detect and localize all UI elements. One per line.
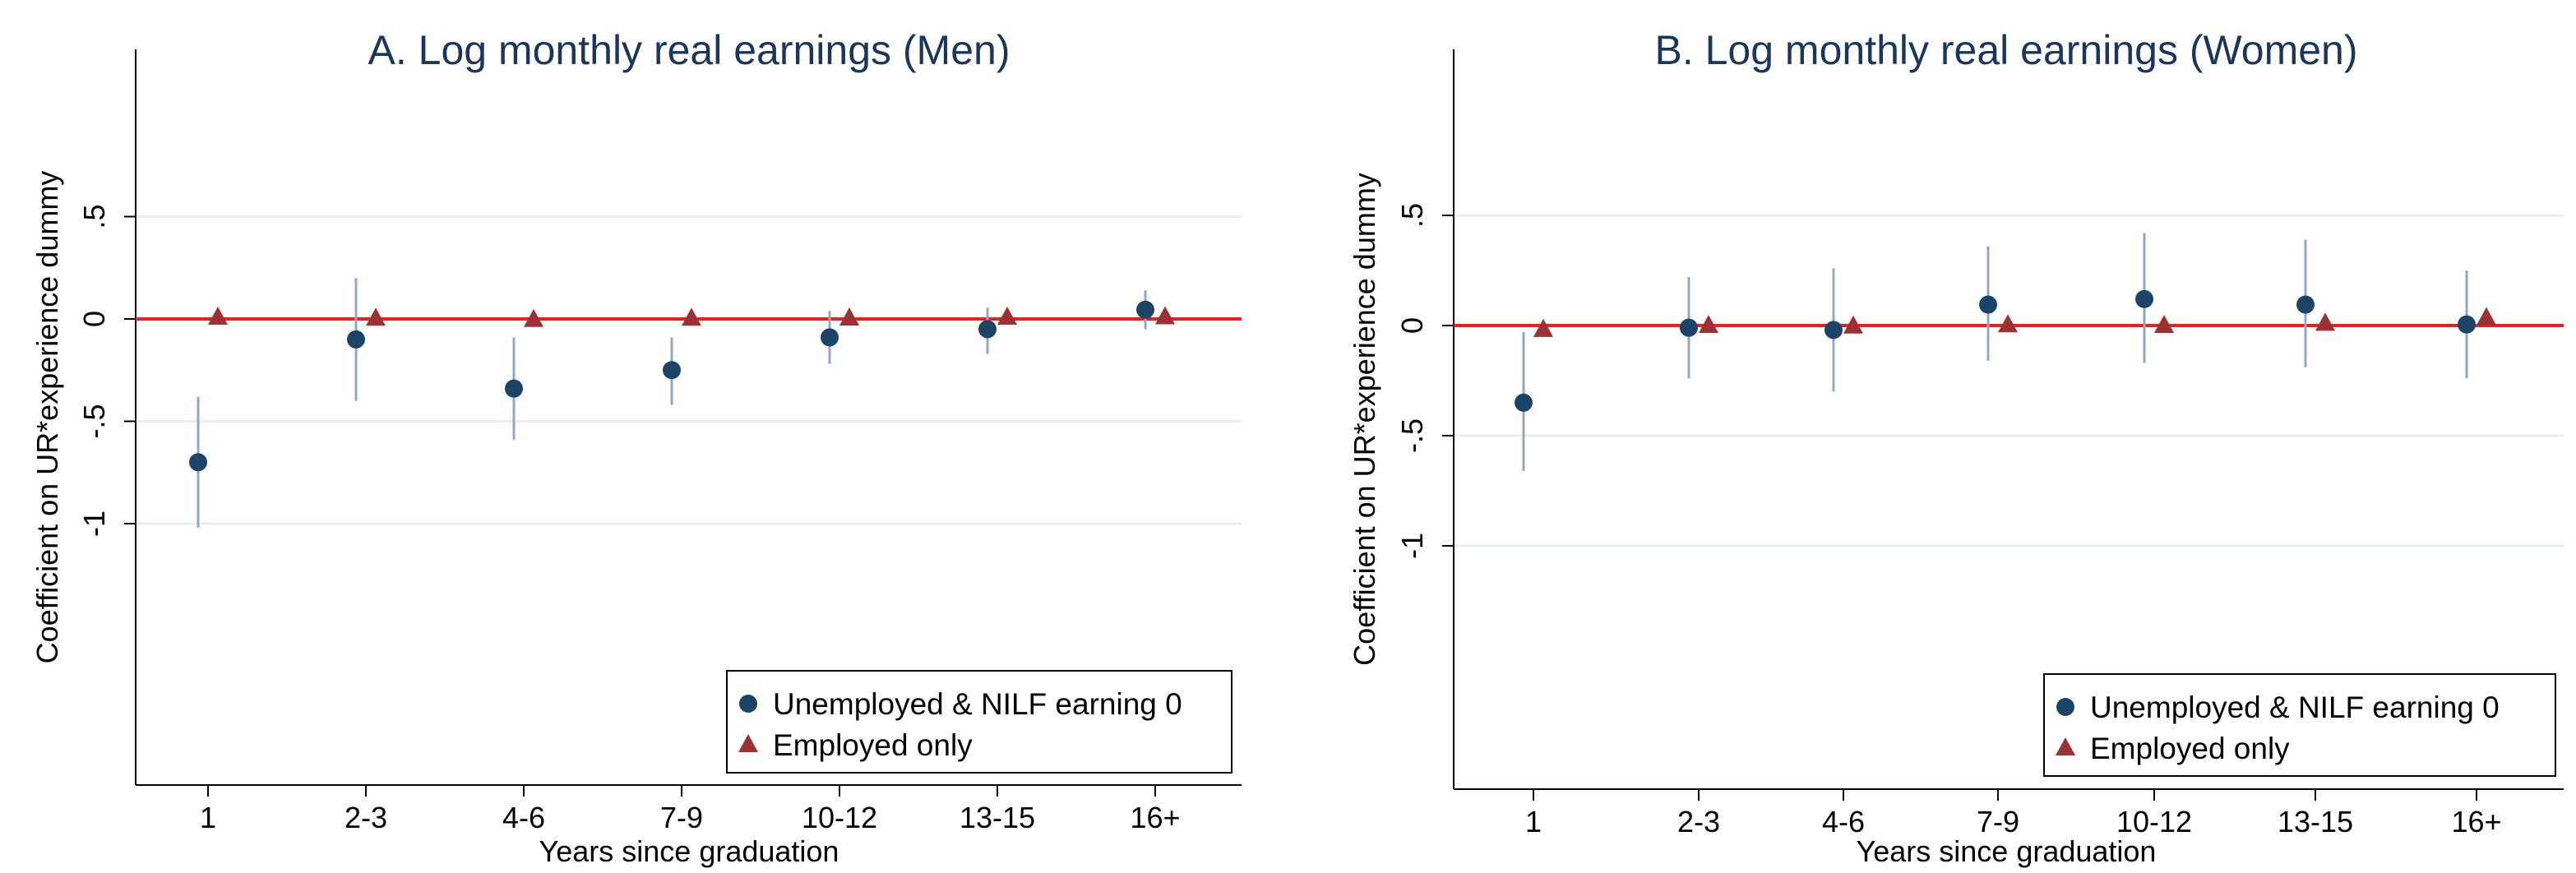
data-point-circle (189, 453, 207, 472)
data-point-circle (1136, 300, 1154, 319)
x-tick-label: 7-9 (660, 801, 703, 834)
x-tick-label: 10-12 (802, 801, 877, 834)
data-point-circle (1680, 318, 1698, 337)
legend-label: Unemployed & NILF earning 0 (773, 687, 1182, 721)
data-point-triangle (1998, 314, 2018, 333)
x-tick-label: 13-15 (960, 801, 1035, 834)
y-tick-label: -.5 (1395, 418, 1429, 453)
x-tick-label: 4-6 (502, 801, 545, 834)
legend-marker-triangle (2056, 737, 2075, 755)
data-point-circle (1979, 295, 1997, 314)
data-point-triangle (839, 307, 859, 326)
y-tick-label: 0 (77, 311, 111, 327)
data-point-triangle (2477, 307, 2496, 326)
data-point-triangle (682, 307, 701, 326)
x-tick-label: 7-9 (1977, 805, 2019, 838)
x-tick-label: 16+ (1130, 801, 1180, 834)
data-point-triangle (366, 307, 386, 326)
chart-title: A. Log monthly real earnings (Men) (368, 27, 1011, 73)
chart-title: B. Log monthly real earnings (Women) (1654, 27, 2357, 73)
legend-marker-circle (2056, 698, 2074, 716)
x-tick-label: 10-12 (2116, 805, 2192, 838)
x-tick-label: 2-3 (1677, 805, 1720, 838)
y-axis-label: Coefficient on UR*experience dummy (1348, 173, 1381, 666)
panel-men: A. Log monthly real earnings (Men) .5 0 -.5… (30, 27, 1242, 868)
data-point-circle (2458, 315, 2476, 334)
legend-label: Unemployed & NILF earning 0 (2090, 691, 2500, 724)
data-point-circle (1824, 321, 1843, 340)
x-tick-label: 1 (200, 801, 216, 834)
data-point-triangle (997, 307, 1017, 326)
data-point-triangle (1699, 315, 1718, 333)
data-point-circle (2135, 289, 2153, 308)
y-tick-label: 0 (1395, 317, 1429, 334)
y-tick-label: -1 (1395, 533, 1429, 559)
legend-label: Employed only (773, 728, 973, 762)
y-tick-label: .5 (77, 204, 111, 229)
x-tick-label: 4-6 (1822, 805, 1865, 838)
y-tick-label: -1 (77, 510, 111, 537)
x-tick-label: 16+ (2451, 805, 2501, 838)
x-axis-label: Years since graduation (1857, 834, 2157, 868)
data-point-triangle (1155, 306, 1175, 325)
x-tick-label: 1 (1525, 805, 1542, 838)
data-point-triangle (2315, 312, 2335, 331)
data-point-circle (505, 379, 523, 398)
y-tick-label: .5 (1395, 203, 1429, 228)
data-point-circle (978, 320, 997, 339)
legend-box (2043, 673, 2556, 777)
legend-box (726, 670, 1233, 774)
data-point-triangle (524, 308, 543, 327)
data-point-circle (1515, 393, 1533, 412)
legend-marker-triangle (738, 734, 758, 752)
legend-marker-circle (739, 695, 757, 713)
data-point-circle (347, 330, 365, 349)
data-point-triangle (208, 307, 228, 326)
x-tick-label: 2-3 (345, 801, 387, 834)
y-axis-label: Coefficient on UR*experience dummy (30, 171, 64, 664)
data-point-circle (663, 361, 681, 380)
data-point-circle (2296, 295, 2315, 314)
y-tick-label: -.5 (77, 404, 111, 438)
data-point-triangle (1533, 318, 1553, 337)
x-tick-label: 13-15 (2278, 805, 2353, 838)
panel-women: B. Log monthly real earnings (Women) .5 0 -… (1348, 27, 2564, 868)
legend-label: Employed only (2090, 732, 2290, 765)
x-axis-label: Years since graduation (539, 834, 839, 868)
data-point-triangle (2154, 315, 2174, 333)
data-point-circle (821, 328, 839, 347)
data-point-triangle (1843, 315, 1863, 334)
